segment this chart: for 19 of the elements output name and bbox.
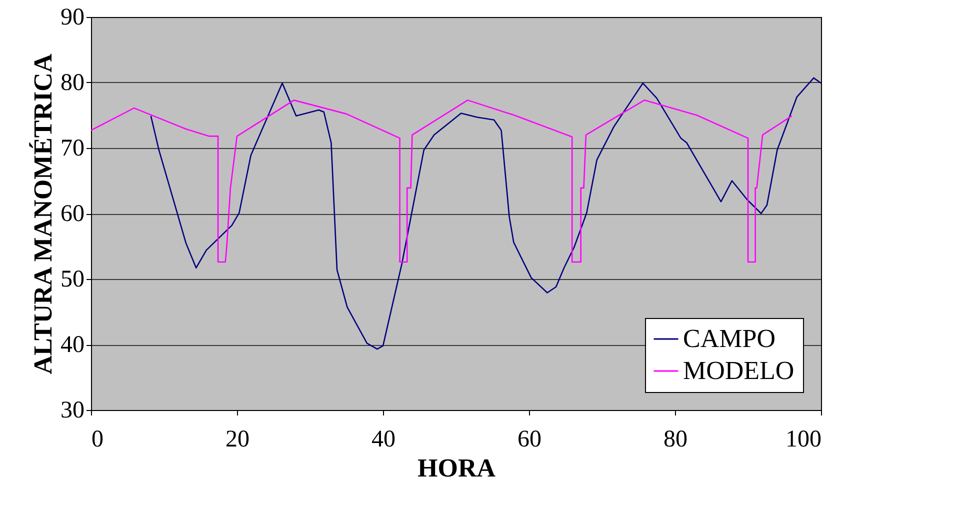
y-tick-label: 80 [60, 70, 84, 96]
x-tick-label: 100 [786, 426, 822, 452]
line-series [90, 100, 792, 263]
y-tick-label: 60 [60, 201, 84, 227]
x-tick-label: 80 [664, 426, 688, 452]
legend-label: MODELO [683, 356, 794, 385]
y-tick-label: 30 [60, 398, 84, 424]
y-tick-label: 40 [60, 332, 84, 358]
x-tick-label: 0 [92, 426, 104, 452]
y-tick-label: 90 [60, 4, 84, 30]
legend-label: CAMPO [683, 324, 776, 353]
x-tick-label: 20 [226, 426, 250, 452]
y-tick-label: 50 [60, 266, 84, 292]
y-axis-title: ALTURA MANOMÉTRICA [28, 54, 58, 374]
x-tick-label: 40 [372, 426, 396, 452]
x-axis-title: HORA [418, 454, 496, 482]
y-tick-label: 70 [60, 136, 84, 162]
x-tick-label: 60 [518, 426, 542, 452]
line-series [150, 77, 822, 350]
